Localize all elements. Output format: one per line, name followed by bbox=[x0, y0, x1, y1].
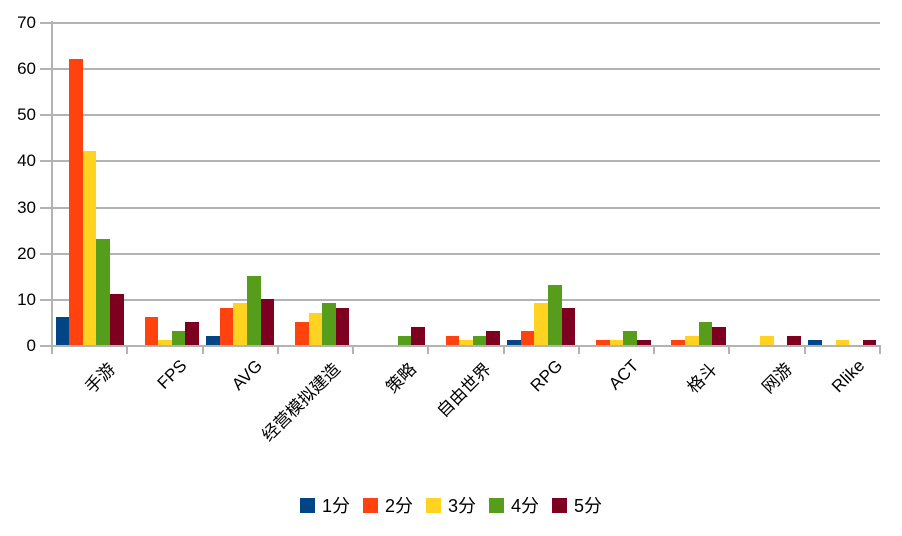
legend-swatch-3分 bbox=[425, 497, 441, 513]
legend-label: 4分 bbox=[511, 496, 540, 516]
x-axis-tick bbox=[51, 345, 53, 354]
bar-格斗-4分 bbox=[698, 321, 713, 345]
bar-手游-1分 bbox=[55, 317, 70, 345]
legend-label: 3分 bbox=[447, 496, 476, 516]
bar-经营模拟建造-3分 bbox=[308, 312, 323, 345]
x-axis-label-格斗: 格斗 bbox=[683, 359, 721, 398]
bar-经营模拟建造-4分 bbox=[322, 303, 336, 345]
y-axis-label: 60 bbox=[17, 59, 36, 79]
bar-AVG-5分 bbox=[260, 298, 275, 345]
bar-RPG-5分 bbox=[561, 308, 576, 345]
bar-Rlike-3分 bbox=[835, 340, 850, 345]
bar-策略-4分 bbox=[397, 335, 412, 345]
y-axis-label: 0 bbox=[26, 336, 36, 355]
x-axis-label-FPS: FPS bbox=[153, 356, 191, 393]
bar-格斗-3分 bbox=[685, 335, 699, 345]
legend-swatch-5分 bbox=[552, 497, 568, 513]
bar-手游-2分 bbox=[69, 58, 83, 345]
bar-FPS-5分 bbox=[185, 321, 199, 345]
bar-FPS-4分 bbox=[171, 331, 186, 345]
legend-label: 5分 bbox=[574, 496, 603, 516]
gridline-60 bbox=[40, 68, 880, 71]
x-axis-label-手游: 手游 bbox=[81, 359, 119, 398]
x-axis-label-策略: 策略 bbox=[382, 359, 420, 398]
x-axis-tick bbox=[653, 345, 656, 354]
bar-AVG-2分 bbox=[219, 308, 234, 345]
legend-item-3分: 3分 bbox=[425, 492, 476, 518]
bar-RPG-3分 bbox=[534, 303, 549, 345]
legend-item-5分: 5分 bbox=[552, 492, 602, 518]
bar-手游-4分 bbox=[96, 238, 111, 345]
gridline-10 bbox=[40, 298, 880, 301]
x-axis-label-经营模拟建造: 经营模拟建造 bbox=[258, 359, 345, 446]
bar-ACT-5分 bbox=[636, 340, 651, 345]
y-axis-label: 20 bbox=[17, 243, 36, 263]
x-axis-tick bbox=[276, 345, 279, 354]
bar-经营模拟建造-2分 bbox=[295, 321, 309, 345]
y-axis-label: 10 bbox=[17, 289, 36, 309]
gridline-0 bbox=[40, 345, 880, 347]
x-axis-tick bbox=[427, 345, 430, 354]
bar-策略-5分 bbox=[411, 326, 425, 345]
y-axis-label: 40 bbox=[17, 151, 36, 171]
bar-手游-3分 bbox=[82, 151, 97, 345]
gridline-30 bbox=[40, 206, 880, 209]
legend-label: 2分 bbox=[384, 496, 413, 516]
x-axis-label-ACT: ACT bbox=[604, 356, 642, 394]
legend-swatch-2分 bbox=[362, 497, 378, 513]
gridline-40 bbox=[40, 160, 880, 163]
x-axis-tick bbox=[577, 345, 580, 354]
bar-ACT-3分 bbox=[609, 340, 624, 345]
bar-自由世界-2分 bbox=[445, 335, 460, 345]
y-axis-label: 50 bbox=[17, 105, 36, 125]
x-axis-tick bbox=[803, 345, 806, 354]
gridline-70 bbox=[40, 22, 880, 24]
gridline-20 bbox=[40, 252, 880, 255]
bar-Rlike-1分 bbox=[808, 340, 822, 345]
legend-item-1分: 1分 bbox=[299, 492, 350, 518]
y-axis-line bbox=[51, 21, 53, 353]
bar-ACT-2分 bbox=[596, 340, 610, 345]
legend-item-2分: 2分 bbox=[362, 492, 413, 518]
x-axis-tick bbox=[352, 345, 355, 354]
bar-自由世界-3分 bbox=[459, 340, 473, 345]
bar-RPG-4分 bbox=[548, 285, 562, 345]
x-axis-label-Rlike: Rlike bbox=[827, 356, 868, 397]
x-axis-tick bbox=[728, 345, 731, 354]
legend-swatch-4分 bbox=[489, 497, 504, 513]
bar-FPS-3分 bbox=[158, 340, 172, 345]
bar-AVG-3分 bbox=[233, 303, 247, 345]
bar-Rlike-5分 bbox=[862, 340, 877, 345]
bar-网游-5分 bbox=[787, 335, 802, 345]
bar-经营模拟建造-5分 bbox=[335, 308, 350, 345]
x-axis-tick bbox=[879, 345, 881, 354]
bar-AVG-4分 bbox=[246, 275, 261, 345]
bar-格斗-2分 bbox=[671, 340, 685, 345]
x-axis-tick bbox=[502, 345, 505, 354]
bar-RPG-1分 bbox=[507, 340, 521, 345]
x-axis-tick bbox=[126, 345, 129, 354]
bar-ACT-4分 bbox=[623, 331, 637, 345]
x-axis-label-AVG: AVG bbox=[227, 356, 266, 394]
y-axis-label: 30 bbox=[17, 197, 36, 217]
legend-item-4分: 4分 bbox=[489, 492, 539, 518]
bar-网游-3分 bbox=[760, 335, 774, 345]
bar-AVG-1分 bbox=[206, 335, 220, 345]
legend: 1分 2分 3分 4分 5分 bbox=[0, 492, 902, 518]
x-axis-label-自由世界: 自由世界 bbox=[433, 359, 495, 422]
x-axis-label-RPG: RPG bbox=[527, 356, 567, 396]
bar-自由世界-5分 bbox=[486, 331, 500, 345]
x-axis-label-网游: 网游 bbox=[758, 359, 797, 398]
bar-FPS-2分 bbox=[144, 317, 159, 345]
gridline-50 bbox=[40, 114, 880, 117]
bar-自由世界-4分 bbox=[472, 335, 487, 345]
legend-label: 1分 bbox=[321, 496, 350, 516]
x-axis-tick bbox=[201, 345, 204, 354]
y-axis-label: 70 bbox=[17, 13, 36, 32]
bar-RPG-2分 bbox=[520, 331, 535, 345]
bar-格斗-5分 bbox=[712, 326, 726, 345]
legend-swatch-1分 bbox=[299, 497, 315, 513]
bar-手游-5分 bbox=[110, 294, 124, 345]
